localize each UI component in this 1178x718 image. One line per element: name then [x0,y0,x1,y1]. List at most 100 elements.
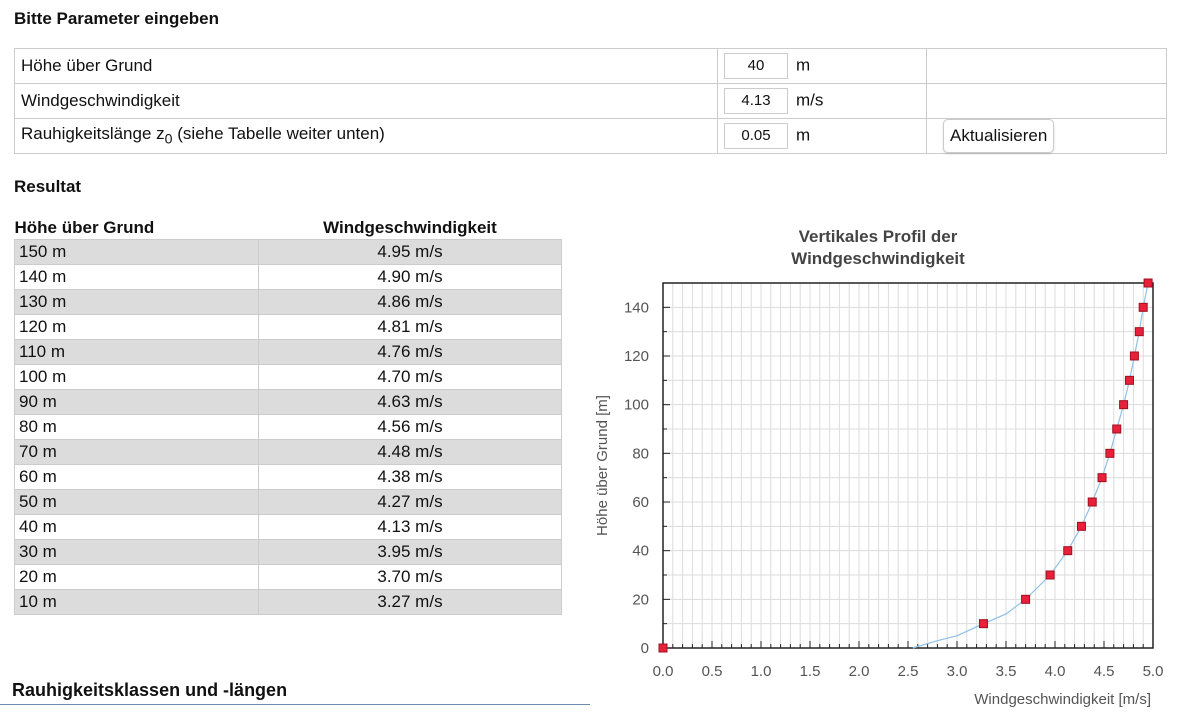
x-tick-label: 2.0 [849,663,870,680]
table-row: 20 m 3.70 m/s [14,564,563,590]
speed-cell: 3.27 m/s [257,589,563,615]
x-tick-label: 0.5 [702,663,723,680]
data-point [1112,424,1122,434]
table-row: 90 m 4.63 m/s [14,389,563,415]
param-row-wind: Windgeschwindigkeit 4.13 m/s [14,83,1167,119]
height-cell: 150 m [14,239,259,265]
page-heading: Bitte Parameter eingeben [14,9,220,28]
result-heading: Resultat [14,177,82,196]
speed-cell: 4.48 m/s [257,439,563,465]
data-point [1124,375,1134,385]
column-header-speed: Windgeschwindigkeit [323,218,497,237]
param-label-rest: (siehe Tabelle weiter unten) [172,124,385,144]
y-tick-label: 100 [624,397,649,414]
table-row: 60 m 4.38 m/s [14,464,563,490]
divider [0,704,590,705]
x-tick-label: 4.0 [1045,663,1066,680]
x-axis-label: Windgeschwindigkeit [m/s] [974,691,1151,708]
y-tick-label: 20 [632,591,649,608]
data-point [658,643,668,653]
parameter-table: Höhe über Grund 40 m Windgeschwindigkeit … [14,48,1167,154]
y-tick-label: 60 [632,494,649,511]
data-point [1105,448,1115,458]
data-point [1087,497,1097,507]
y-tick-label: 140 [624,299,649,316]
data-point [1097,473,1107,483]
height-cell: 110 m [14,339,259,365]
table-row: 100 m 4.70 m/s [14,364,563,390]
x-tick-label: 1.0 [751,663,772,680]
param-row-height: Höhe über Grund 40 m [14,48,1167,84]
update-button[interactable]: Aktualisieren [943,119,1055,153]
param-label: Rauhigkeitslänge z [21,124,165,144]
param-label: Höhe über Grund [21,56,153,75]
y-tick-label: 120 [624,348,649,365]
param-label: Windgeschwindigkeit [21,91,180,110]
column-header-height: Höhe über Grund [14,218,155,237]
table-row: 30 m 3.95 m/s [14,539,563,565]
x-tick-label: 0.0 [653,663,674,680]
unit: m [796,125,811,145]
table-row: 110 m 4.76 m/s [14,339,563,365]
x-tick-label: 4.5 [1094,663,1115,680]
speed-cell: 3.95 m/s [257,539,563,565]
data-point [1129,351,1139,361]
table-row: 120 m 4.81 m/s [14,314,563,340]
height-cell: 120 m [14,314,259,340]
param-row-roughness: Rauhigkeitslänge z0 (siehe Tabelle weite… [14,118,1167,154]
height-cell: 50 m [14,489,259,515]
y-tick-label: 0 [641,640,649,657]
data-point [1138,302,1148,312]
table-row: 10 m 3.27 m/s [14,589,563,615]
result-table: Höhe über Grund Windgeschwindigkeit 150 … [14,217,563,615]
table-row: 140 m 4.90 m/s [14,264,563,290]
unit: m [796,55,811,75]
wind-speed-input[interactable]: 4.13 [724,88,788,114]
x-tick-label: 1.5 [800,663,821,680]
wind-profile-chart: 0.0 0.5 1.0 1.5 2.0 2.5 3.0 3.5 4.0 4.5 5.0 0 20 40 60… [594,227,1164,708]
height-cell: 140 m [14,264,259,290]
data-point [1045,570,1055,580]
height-cell: 40 m [14,514,259,540]
speed-cell: 4.56 m/s [257,414,563,440]
data-point [1134,327,1144,337]
data-point [1076,521,1086,531]
data-point [1063,546,1073,556]
speed-cell: 4.38 m/s [257,464,563,490]
chart-title: Windgeschwindigkeit [791,249,965,268]
roughness-input[interactable]: 0.05 [724,123,788,149]
speed-cell: 3.70 m/s [257,564,563,590]
height-cell: 90 m [14,389,259,415]
y-tick-label: 40 [632,543,649,560]
table-row: 130 m 4.86 m/s [14,289,563,315]
height-cell: 60 m [14,464,259,490]
speed-cell: 4.95 m/s [257,239,563,265]
y-axis-label: Höhe über Grund [m] [594,395,611,536]
x-tick-label: 2.5 [898,663,919,680]
table-row: 150 m 4.95 m/s [14,239,563,265]
height-cell: 100 m [14,364,259,390]
x-tick-label: 3.5 [996,663,1017,680]
profile-line [912,282,1149,649]
y-tick-label: 80 [632,445,649,462]
height-cell: 20 m [14,564,259,590]
height-cell: 70 m [14,439,259,465]
height-cell: 130 m [14,289,259,315]
speed-cell: 4.63 m/s [257,389,563,415]
data-point [1143,278,1153,288]
speed-cell: 4.90 m/s [257,264,563,290]
data-point [1021,594,1031,604]
x-tick-label: 5.0 [1143,663,1164,680]
param-label-sub: 0 [164,131,173,148]
height-cell: 80 m [14,414,259,440]
height-input[interactable]: 40 [724,53,788,79]
data-point [1119,400,1129,410]
table-row: 50 m 4.27 m/s [14,489,563,515]
table-row: 40 m 4.13 m/s [14,514,563,540]
section-heading: Rauhigkeitsklassen und -längen [12,680,288,700]
speed-cell: 4.81 m/s [257,314,563,340]
speed-cell: 4.27 m/s [257,489,563,515]
chart-title: Vertikales Profil der [799,227,958,246]
speed-cell: 4.13 m/s [257,514,563,540]
table-row: 70 m 4.48 m/s [14,439,563,465]
